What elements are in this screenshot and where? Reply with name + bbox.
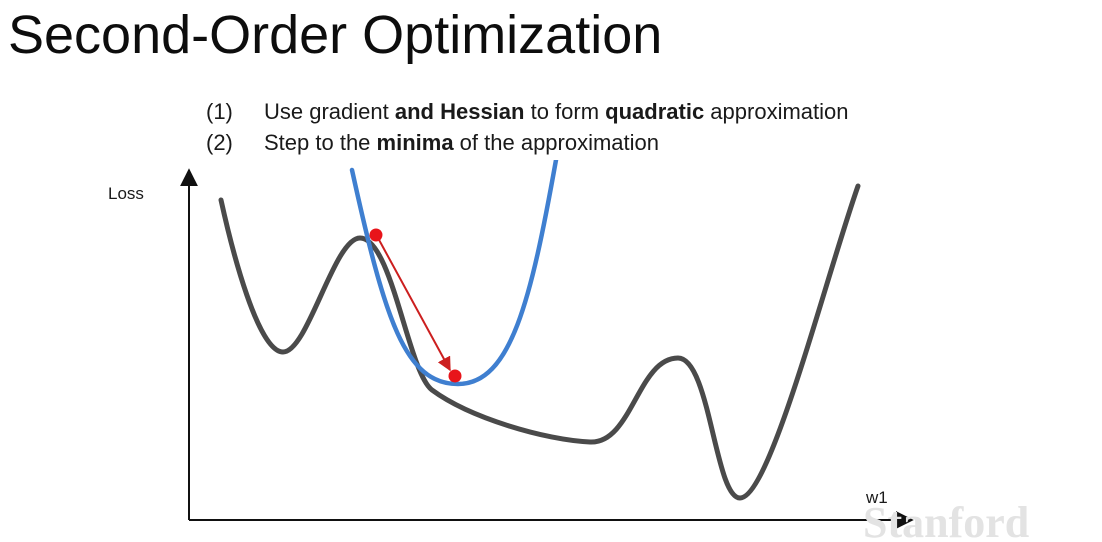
- bullet-item-1: (1) Use gradient and Hessian to form quad…: [206, 96, 849, 127]
- bullet-number: (1): [206, 99, 233, 124]
- bullet-text-bold: quadratic: [605, 99, 705, 124]
- quadratic-approximation-curve: [349, 160, 559, 387]
- y-axis-label: Loss: [108, 184, 144, 203]
- bullet-list: (1) Use gradient and Hessian to form quad…: [206, 96, 849, 158]
- bullet-number: (2): [206, 130, 233, 155]
- bullet-text: Step to the minima of the approximation: [264, 130, 659, 155]
- newton-step-arrow: [377, 237, 451, 372]
- bullet-text-part: of the approximation: [453, 130, 660, 155]
- bullet-text-part: Step to the: [264, 130, 377, 155]
- bullet-text-bold: minima: [376, 130, 454, 155]
- bullet-item-2: (2) Step to the minima of the approximati…: [206, 127, 849, 158]
- bullet-text: Use gradient and Hessian to form quadrat…: [264, 99, 849, 124]
- slide-title: Second-Order Optimization: [8, 5, 663, 65]
- loss-curve: [218, 183, 861, 501]
- bullet-text-part: to form: [524, 99, 606, 124]
- stanford-watermark: Stanford: [863, 498, 1029, 542]
- bullet-text-bold: and Hessian: [394, 99, 525, 124]
- bullet-text-part: Use gradient: [264, 99, 395, 124]
- bullet-text-part: approximation: [704, 99, 849, 124]
- current-point-marker: [369, 228, 383, 242]
- minimum-point-marker: [448, 369, 462, 383]
- x-axis-label: w1: [865, 488, 888, 507]
